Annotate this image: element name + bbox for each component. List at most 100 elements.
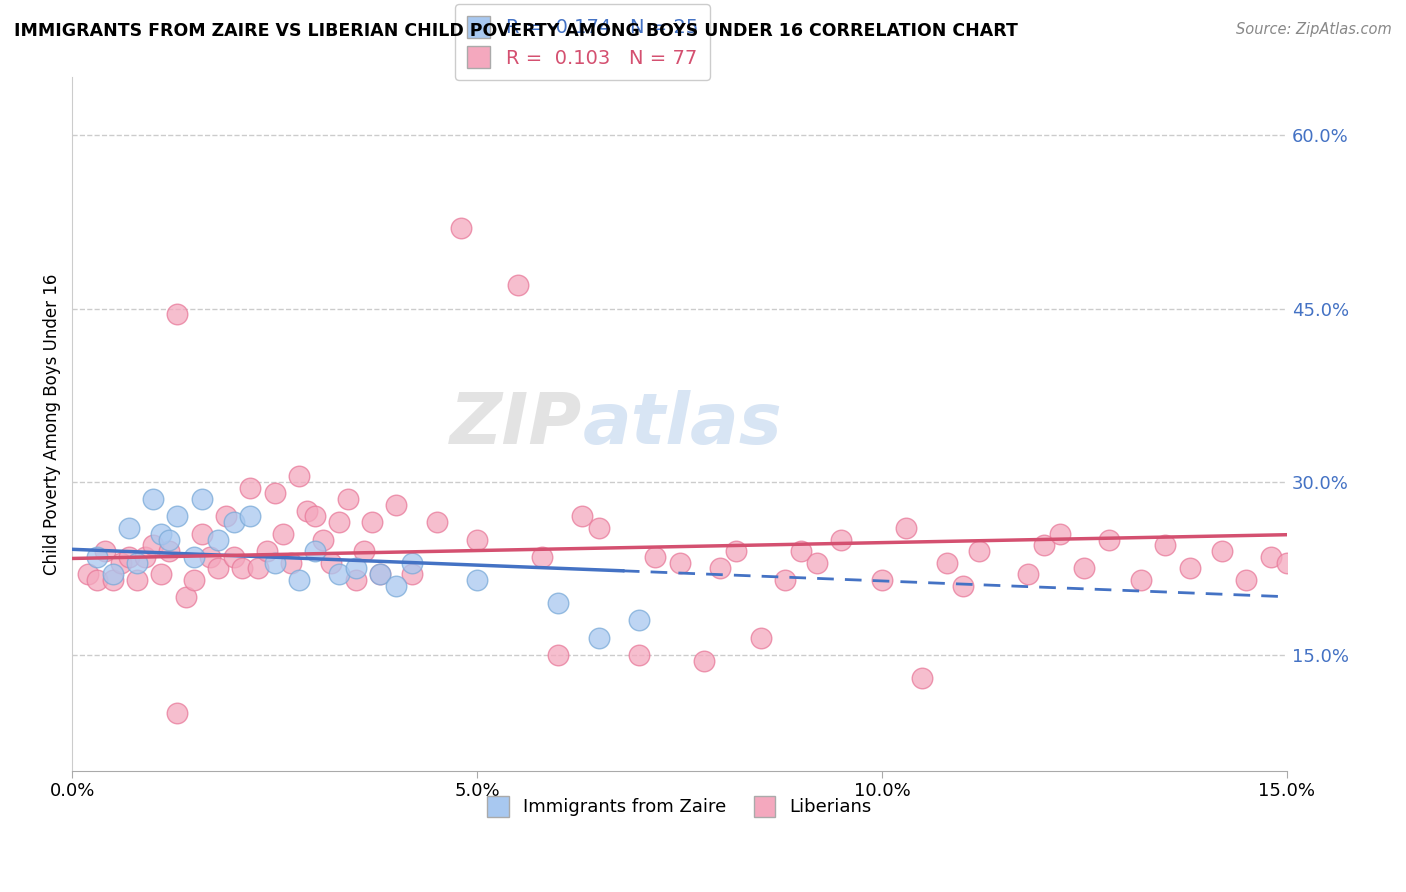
Point — [134, 549, 156, 564]
Point — [725, 544, 748, 558]
Point — [247, 561, 270, 575]
Point — [142, 538, 165, 552]
Point — [830, 533, 852, 547]
Point — [256, 544, 278, 558]
Point — [239, 481, 262, 495]
Point — [749, 631, 772, 645]
Point — [125, 573, 148, 587]
Point — [183, 573, 205, 587]
Point — [263, 486, 285, 500]
Point — [385, 579, 408, 593]
Point — [198, 549, 221, 564]
Point — [166, 509, 188, 524]
Point — [183, 549, 205, 564]
Point — [304, 544, 326, 558]
Point — [790, 544, 813, 558]
Point — [271, 526, 294, 541]
Point — [86, 573, 108, 587]
Point — [231, 561, 253, 575]
Point — [166, 307, 188, 321]
Point — [1154, 538, 1177, 552]
Point — [344, 573, 367, 587]
Point — [280, 556, 302, 570]
Point — [263, 556, 285, 570]
Point — [77, 567, 100, 582]
Point — [157, 533, 180, 547]
Point — [465, 573, 488, 587]
Point — [110, 556, 132, 570]
Point — [668, 556, 690, 570]
Point — [142, 492, 165, 507]
Point — [450, 220, 472, 235]
Point — [1130, 573, 1153, 587]
Point — [150, 567, 173, 582]
Point — [118, 549, 141, 564]
Point — [465, 533, 488, 547]
Point — [1032, 538, 1054, 552]
Point — [150, 526, 173, 541]
Point — [125, 556, 148, 570]
Point — [693, 654, 716, 668]
Point — [312, 533, 335, 547]
Point — [952, 579, 974, 593]
Point — [547, 596, 569, 610]
Point — [328, 567, 350, 582]
Legend: Immigrants from Zaire, Liberians: Immigrants from Zaire, Liberians — [479, 789, 879, 824]
Point — [1260, 549, 1282, 564]
Point — [336, 492, 359, 507]
Point — [86, 549, 108, 564]
Point — [896, 521, 918, 535]
Point — [530, 549, 553, 564]
Point — [224, 516, 246, 530]
Point — [1098, 533, 1121, 547]
Point — [1049, 526, 1071, 541]
Point — [344, 561, 367, 575]
Point — [709, 561, 731, 575]
Point — [157, 544, 180, 558]
Point — [911, 671, 934, 685]
Point — [1073, 561, 1095, 575]
Point — [1275, 556, 1298, 570]
Point — [224, 549, 246, 564]
Point — [426, 516, 449, 530]
Point — [93, 544, 115, 558]
Point — [295, 504, 318, 518]
Point — [207, 533, 229, 547]
Point — [353, 544, 375, 558]
Point — [628, 648, 651, 662]
Point — [118, 521, 141, 535]
Point — [191, 526, 214, 541]
Text: atlas: atlas — [582, 390, 782, 458]
Point — [207, 561, 229, 575]
Point — [806, 556, 828, 570]
Text: ZIP: ZIP — [450, 390, 582, 458]
Point — [360, 516, 382, 530]
Text: IMMIGRANTS FROM ZAIRE VS LIBERIAN CHILD POVERTY AMONG BOYS UNDER 16 CORRELATION : IMMIGRANTS FROM ZAIRE VS LIBERIAN CHILD … — [14, 22, 1018, 40]
Point — [588, 631, 610, 645]
Point — [571, 509, 593, 524]
Point — [506, 278, 529, 293]
Point — [967, 544, 990, 558]
Point — [935, 556, 957, 570]
Point — [191, 492, 214, 507]
Point — [321, 556, 343, 570]
Point — [304, 509, 326, 524]
Point — [1017, 567, 1039, 582]
Point — [401, 556, 423, 570]
Point — [1234, 573, 1257, 587]
Point — [1178, 561, 1201, 575]
Point — [1211, 544, 1233, 558]
Point — [174, 591, 197, 605]
Point — [644, 549, 666, 564]
Point — [328, 516, 350, 530]
Point — [401, 567, 423, 582]
Point — [385, 498, 408, 512]
Point — [166, 706, 188, 720]
Point — [288, 573, 311, 587]
Point — [368, 567, 391, 582]
Point — [368, 567, 391, 582]
Point — [288, 469, 311, 483]
Point — [773, 573, 796, 587]
Point — [101, 567, 124, 582]
Point — [870, 573, 893, 587]
